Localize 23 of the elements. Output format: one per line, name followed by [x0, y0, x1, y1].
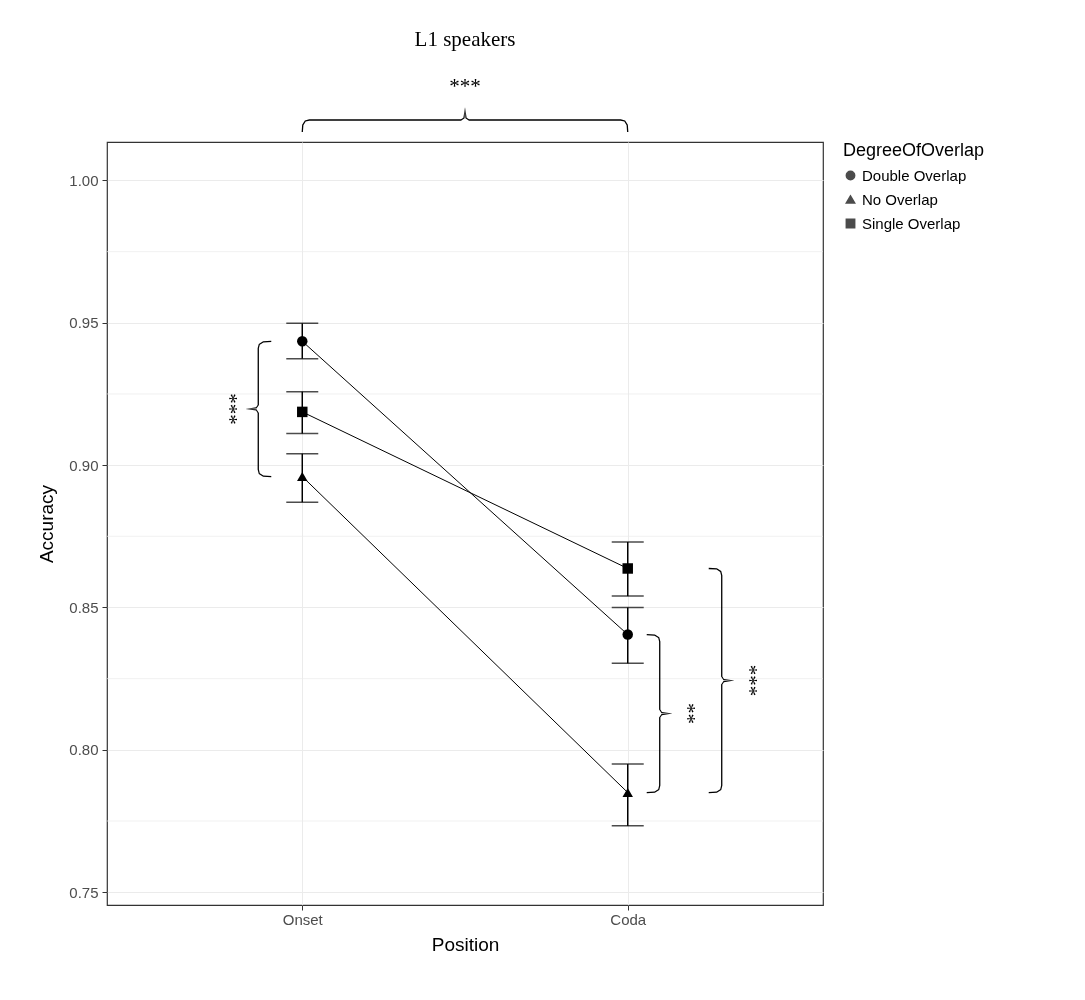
- legend-label: Single Overlap: [862, 214, 961, 232]
- legend-label: No Overlap: [862, 190, 938, 208]
- point: [622, 563, 633, 574]
- y-tick-label: 1.00: [69, 171, 99, 189]
- point: [622, 629, 633, 640]
- y-tick-label: 0.90: [69, 456, 99, 474]
- legend-title: DegreeOfOverlap: [843, 140, 985, 160]
- chart-title: L1 speakers: [414, 27, 516, 51]
- point: [297, 406, 308, 418]
- annotation: ***: [218, 393, 243, 425]
- text: ***: [449, 74, 481, 98]
- y-tick-label: 0.80: [69, 741, 99, 759]
- annotation: ***: [737, 664, 762, 697]
- x-axis-title: Position: [431, 933, 500, 955]
- y-tick-label: 0.75: [69, 883, 99, 901]
- annotation: **: [675, 703, 700, 725]
- y-tick-label: 0.95: [69, 314, 99, 332]
- y-tick-label: 0.85: [69, 598, 99, 616]
- x-tick-label: Onset: [282, 910, 324, 928]
- legend-label: Double Overlap: [862, 166, 967, 184]
- x-tick-label: Coda: [610, 910, 647, 928]
- point: [297, 336, 308, 347]
- y-axis-title: Accuracy: [36, 484, 58, 564]
